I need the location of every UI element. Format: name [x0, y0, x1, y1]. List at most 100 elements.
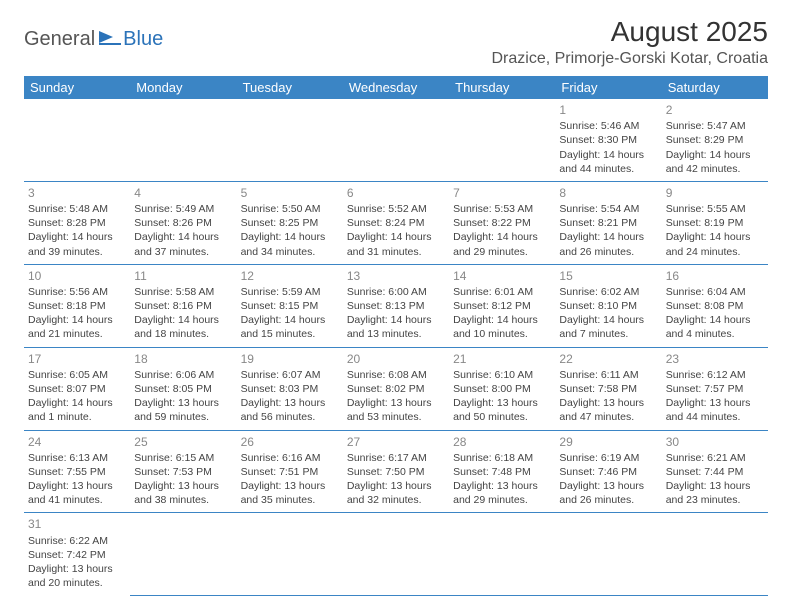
- flag-icon: [99, 29, 121, 50]
- calendar-day-cell: 4Sunrise: 5:49 AMSunset: 8:26 PMDaylight…: [130, 181, 236, 264]
- sunrise-line: Sunrise: 6:21 AM: [666, 451, 764, 465]
- daylight-line: Daylight: 13 hours and 26 minutes.: [559, 479, 657, 507]
- day-number: 19: [241, 351, 339, 367]
- daylight-line: Daylight: 14 hours and 13 minutes.: [347, 313, 445, 341]
- daylight-line: Daylight: 13 hours and 56 minutes.: [241, 396, 339, 424]
- sunset-line: Sunset: 8:25 PM: [241, 216, 339, 230]
- sunset-line: Sunset: 8:16 PM: [134, 299, 232, 313]
- calendar-header-row: SundayMondayTuesdayWednesdayThursdayFrid…: [24, 76, 768, 99]
- daylight-line: Daylight: 13 hours and 29 minutes.: [453, 479, 551, 507]
- day-number: 25: [134, 434, 232, 450]
- calendar-day-cell: 15Sunrise: 6:02 AMSunset: 8:10 PMDayligh…: [555, 264, 661, 347]
- sunrise-line: Sunrise: 6:08 AM: [347, 368, 445, 382]
- day-number: 18: [134, 351, 232, 367]
- daylight-line: Daylight: 14 hours and 37 minutes.: [134, 230, 232, 258]
- sunset-line: Sunset: 8:21 PM: [559, 216, 657, 230]
- sunset-line: Sunset: 8:18 PM: [28, 299, 126, 313]
- daylight-line: Daylight: 14 hours and 26 minutes.: [559, 230, 657, 258]
- calendar-day-cell: 31Sunrise: 6:22 AMSunset: 7:42 PMDayligh…: [24, 513, 130, 595]
- calendar-day-cell: 9Sunrise: 5:55 AMSunset: 8:19 PMDaylight…: [662, 181, 768, 264]
- sunrise-line: Sunrise: 6:18 AM: [453, 451, 551, 465]
- day-number: 10: [28, 268, 126, 284]
- calendar-day-cell: 11Sunrise: 5:58 AMSunset: 8:16 PMDayligh…: [130, 264, 236, 347]
- day-number: 31: [28, 516, 126, 532]
- sunset-line: Sunset: 7:50 PM: [347, 465, 445, 479]
- sunset-line: Sunset: 8:24 PM: [347, 216, 445, 230]
- day-number: 14: [453, 268, 551, 284]
- calendar-body: 1Sunrise: 5:46 AMSunset: 8:30 PMDaylight…: [24, 99, 768, 595]
- weekday-header: Saturday: [662, 76, 768, 99]
- daylight-line: Daylight: 14 hours and 7 minutes.: [559, 313, 657, 341]
- calendar-empty-cell: [237, 513, 343, 595]
- calendar-day-cell: 20Sunrise: 6:08 AMSunset: 8:02 PMDayligh…: [343, 347, 449, 430]
- sunrise-line: Sunrise: 5:56 AM: [28, 285, 126, 299]
- calendar-day-cell: 1Sunrise: 5:46 AMSunset: 8:30 PMDaylight…: [555, 99, 661, 181]
- calendar-day-cell: 17Sunrise: 6:05 AMSunset: 8:07 PMDayligh…: [24, 347, 130, 430]
- sunrise-line: Sunrise: 6:13 AM: [28, 451, 126, 465]
- calendar-day-cell: 25Sunrise: 6:15 AMSunset: 7:53 PMDayligh…: [130, 430, 236, 513]
- daylight-line: Daylight: 14 hours and 44 minutes.: [559, 148, 657, 176]
- calendar-day-cell: 5Sunrise: 5:50 AMSunset: 8:25 PMDaylight…: [237, 181, 343, 264]
- weekday-header: Friday: [555, 76, 661, 99]
- day-number: 24: [28, 434, 126, 450]
- sunset-line: Sunset: 7:57 PM: [666, 382, 764, 396]
- sunset-line: Sunset: 7:42 PM: [28, 548, 126, 562]
- sunrise-line: Sunrise: 6:00 AM: [347, 285, 445, 299]
- sunset-line: Sunset: 8:08 PM: [666, 299, 764, 313]
- calendar-week-row: 3Sunrise: 5:48 AMSunset: 8:28 PMDaylight…: [24, 181, 768, 264]
- daylight-line: Daylight: 14 hours and 34 minutes.: [241, 230, 339, 258]
- logo: General Blue: [24, 16, 163, 51]
- calendar-empty-cell: [449, 99, 555, 181]
- calendar-empty-cell: [343, 99, 449, 181]
- day-number: 17: [28, 351, 126, 367]
- day-number: 13: [347, 268, 445, 284]
- daylight-line: Daylight: 13 hours and 59 minutes.: [134, 396, 232, 424]
- calendar-day-cell: 26Sunrise: 6:16 AMSunset: 7:51 PMDayligh…: [237, 430, 343, 513]
- calendar-day-cell: 6Sunrise: 5:52 AMSunset: 8:24 PMDaylight…: [343, 181, 449, 264]
- day-number: 21: [453, 351, 551, 367]
- day-number: 8: [559, 185, 657, 201]
- calendar-empty-cell: [555, 513, 661, 595]
- daylight-line: Daylight: 14 hours and 24 minutes.: [666, 230, 764, 258]
- weekday-header: Monday: [130, 76, 236, 99]
- sunrise-line: Sunrise: 6:01 AM: [453, 285, 551, 299]
- daylight-line: Daylight: 14 hours and 42 minutes.: [666, 148, 764, 176]
- logo-text-blue: Blue: [123, 28, 163, 51]
- sunset-line: Sunset: 8:07 PM: [28, 382, 126, 396]
- calendar-empty-cell: [662, 513, 768, 595]
- sunrise-line: Sunrise: 6:06 AM: [134, 368, 232, 382]
- weekday-header: Thursday: [449, 76, 555, 99]
- sunset-line: Sunset: 7:58 PM: [559, 382, 657, 396]
- calendar-day-cell: 27Sunrise: 6:17 AMSunset: 7:50 PMDayligh…: [343, 430, 449, 513]
- daylight-line: Daylight: 13 hours and 20 minutes.: [28, 562, 126, 590]
- calendar-week-row: 31Sunrise: 6:22 AMSunset: 7:42 PMDayligh…: [24, 513, 768, 595]
- day-number: 16: [666, 268, 764, 284]
- calendar-day-cell: 29Sunrise: 6:19 AMSunset: 7:46 PMDayligh…: [555, 430, 661, 513]
- calendar-day-cell: 21Sunrise: 6:10 AMSunset: 8:00 PMDayligh…: [449, 347, 555, 430]
- calendar-empty-cell: [130, 99, 236, 181]
- sunset-line: Sunset: 7:53 PM: [134, 465, 232, 479]
- weekday-header: Sunday: [24, 76, 130, 99]
- sunset-line: Sunset: 8:19 PM: [666, 216, 764, 230]
- calendar-empty-cell: [24, 99, 130, 181]
- day-number: 1: [559, 102, 657, 118]
- sunrise-line: Sunrise: 5:59 AM: [241, 285, 339, 299]
- day-number: 28: [453, 434, 551, 450]
- sunset-line: Sunset: 7:48 PM: [453, 465, 551, 479]
- day-number: 20: [347, 351, 445, 367]
- sunset-line: Sunset: 7:51 PM: [241, 465, 339, 479]
- sunset-line: Sunset: 8:13 PM: [347, 299, 445, 313]
- day-number: 7: [453, 185, 551, 201]
- daylight-line: Daylight: 13 hours and 53 minutes.: [347, 396, 445, 424]
- sunrise-line: Sunrise: 6:04 AM: [666, 285, 764, 299]
- day-number: 15: [559, 268, 657, 284]
- sunset-line: Sunset: 7:46 PM: [559, 465, 657, 479]
- calendar-day-cell: 18Sunrise: 6:06 AMSunset: 8:05 PMDayligh…: [130, 347, 236, 430]
- logo-text-general: General: [24, 28, 95, 51]
- calendar-day-cell: 19Sunrise: 6:07 AMSunset: 8:03 PMDayligh…: [237, 347, 343, 430]
- daylight-line: Daylight: 13 hours and 35 minutes.: [241, 479, 339, 507]
- sunrise-line: Sunrise: 6:16 AM: [241, 451, 339, 465]
- calendar-day-cell: 2Sunrise: 5:47 AMSunset: 8:29 PMDaylight…: [662, 99, 768, 181]
- day-number: 23: [666, 351, 764, 367]
- calendar-day-cell: 16Sunrise: 6:04 AMSunset: 8:08 PMDayligh…: [662, 264, 768, 347]
